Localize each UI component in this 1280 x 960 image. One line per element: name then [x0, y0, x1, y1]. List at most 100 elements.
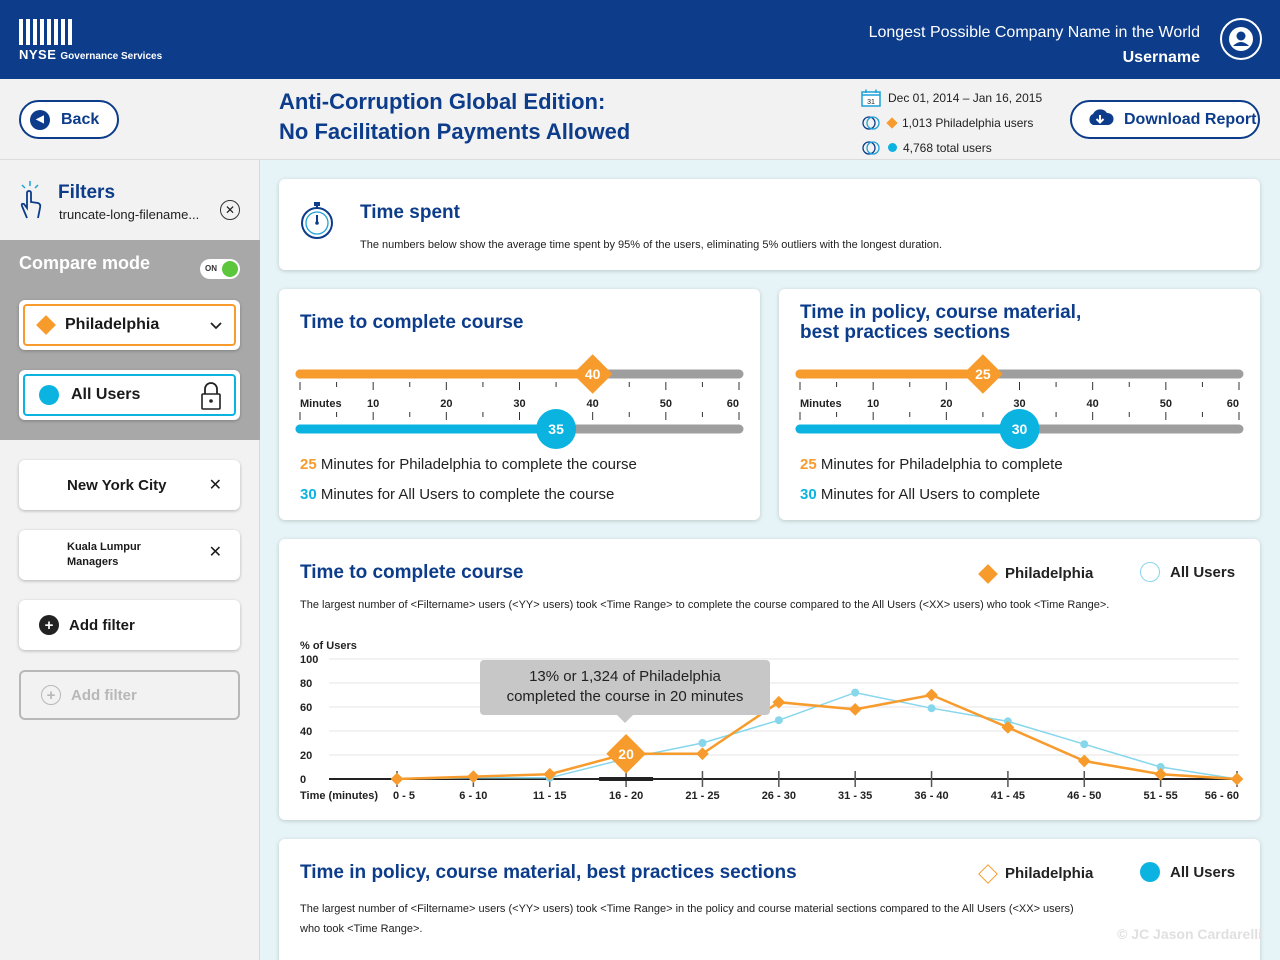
filter-card-kuala-lumpur[interactable]: Kuala Lumpur Managers ✕ — [19, 530, 240, 580]
download-label: Download Report — [1124, 110, 1257, 128]
all-result: 30 Minutes for All Users to complete — [800, 486, 1040, 503]
policy-description-line1: The largest number of <Filtername> users… — [300, 903, 1074, 915]
compare-mode-toggle[interactable]: ON — [200, 259, 240, 279]
legend-dot-icon — [1140, 862, 1160, 882]
back-button[interactable]: ◀ Back — [19, 100, 119, 139]
filters-filename: truncate-long-filename... — [59, 207, 200, 222]
remove-filter-close-icon[interactable]: ✕ — [208, 477, 222, 494]
philly-result-num: 25 — [800, 456, 817, 473]
filters-header: Filters truncate-long-filename... ✕ — [18, 180, 248, 230]
philadelphia-point — [696, 747, 709, 761]
all-users-point — [851, 688, 860, 697]
philadelphia-select-box: Philadelphia — [23, 304, 236, 346]
legend-diamond-outline-icon — [978, 863, 998, 884]
philadelphia-select[interactable]: Philadelphia — [19, 300, 240, 350]
clear-filters-close-icon[interactable]: ✕ — [220, 200, 240, 220]
plus-icon: + — [39, 615, 59, 635]
time-comparison-slider[interactable]: Minutes 10 20 30 40 50 60 25 30 — [779, 349, 1260, 459]
completion-chart-card: Time to complete course Philadelphia All… — [279, 539, 1260, 820]
legend-all-users[interactable]: All Users — [1140, 562, 1235, 582]
top-header: NYSE Governance Services Longest Possible… — [0, 0, 1280, 79]
philadelphia-select-label: Philadelphia — [65, 316, 160, 333]
y-tick-label: 20 — [300, 750, 312, 762]
logo-bars — [19, 19, 162, 45]
x-tick-label: 6 - 10 — [459, 790, 487, 802]
x-tick-label: 0 - 5 — [393, 790, 415, 802]
time-comparison-slider[interactable]: Minutes 10 20 30 40 50 60 40 35 — [279, 349, 760, 459]
filter-label: Kuala Lumpur Managers — [67, 540, 141, 570]
legend-label: All Users — [1170, 563, 1236, 581]
tooltip-line2: completed the course in 20 minutes — [506, 688, 744, 705]
x-tick-label: 11 - 15 — [533, 790, 567, 802]
add-filter-disabled-button[interactable]: + Add filter — [19, 670, 240, 720]
y-tick-label: 80 — [300, 678, 312, 690]
users-icon — [860, 138, 882, 158]
chart-card-description: The largest number of <Filtername> users… — [300, 599, 1110, 611]
filter-card-new-york-city[interactable]: New York City ✕ — [19, 460, 240, 510]
date-range-row: 31 Dec 01, 2014 – Jan 16, 2015 — [860, 85, 1042, 110]
policy-description-line2: who took <Time Range>. — [300, 923, 423, 935]
philly-handle-label: 25 — [975, 366, 991, 382]
chart-card-title: Time to complete course — [300, 562, 524, 583]
scale-tick-label: 10 — [367, 398, 379, 410]
policy-sections-card: Time in policy, course material, best pr… — [279, 839, 1260, 960]
x-tick-label: 36 - 40 — [914, 790, 948, 802]
course-meta: 31 Dec 01, 2014 – Jan 16, 2015 1,013 Phi… — [860, 85, 1042, 160]
chevron-down-icon — [210, 318, 222, 336]
philly-result: 25 Minutes for Philadelphia to complete — [800, 456, 1063, 473]
legend-philadelphia[interactable]: Philadelphia — [978, 563, 1093, 584]
add-filter-disabled-label: Add filter — [71, 686, 137, 704]
all-users-select-box: All Users — [23, 374, 236, 416]
card-title-line1: Time in policy, course material, — [800, 302, 1082, 323]
course-title-line1: Anti-Corruption Global Edition: — [279, 89, 606, 114]
scale-tick-label: 60 — [1227, 398, 1239, 410]
company-name: Longest Possible Company Name in the Wor… — [868, 24, 1200, 41]
add-filter-button[interactable]: + Add filter — [19, 600, 240, 650]
nyse-logo[interactable]: NYSE Governance Services — [19, 19, 162, 62]
legend-all-users[interactable]: All Users — [1140, 862, 1235, 882]
scale-axis-label: Minutes — [300, 398, 342, 410]
toggle-knob — [222, 261, 238, 277]
legend-philadelphia[interactable]: Philadelphia — [978, 863, 1094, 884]
logo-sub: Governance Services — [60, 51, 163, 62]
time-to-complete-card: Time to complete course Minutes 10 20 30 40 5… — [279, 289, 760, 520]
x-tick-label: 56 - 60 — [1205, 790, 1239, 802]
policy-card-title: Time in policy, course material, best pr… — [300, 862, 797, 883]
all-result-num: 30 — [800, 486, 817, 503]
philly-users: 1,013 Philadelphia users — [902, 115, 1034, 130]
y-tick-label: 0 — [300, 774, 306, 786]
x-axis-label: Time (minutes) — [300, 790, 378, 802]
remove-filter-close-icon[interactable]: ✕ — [208, 544, 222, 561]
scale-tick-label: 30 — [1013, 398, 1025, 410]
username[interactable]: Username — [1122, 49, 1200, 66]
add-filter-label: Add filter — [69, 616, 135, 634]
completion-line-chart: % of Users 100 80 60 40 20 0 Time (minutes) 0 - … — [300, 640, 1244, 802]
philly-result-text: Minutes for Philadelphia to complete the… — [316, 456, 637, 473]
scale-tick-label: 20 — [940, 398, 952, 410]
all-users-select[interactable]: All Users — [19, 370, 240, 420]
compare-mode-panel: Compare mode ON Philadelphia All Users — [0, 240, 260, 440]
back-label: Back — [61, 110, 100, 128]
back-arrow-icon: ◀ — [30, 109, 50, 130]
philly-result: 25 Minutes for Philadelphia to complete … — [300, 456, 637, 473]
filter-label-line2: Managers — [67, 556, 119, 568]
cloud-download-icon — [1086, 107, 1114, 132]
all-result: 30 Minutes for All Users to complete the… — [300, 486, 614, 503]
x-tick-label: 46 - 50 — [1067, 790, 1101, 802]
philly-result-text: Minutes for Philadelphia to complete — [816, 456, 1063, 473]
user-avatar-icon[interactable] — [1220, 18, 1262, 60]
all-users-dot-icon — [888, 143, 897, 152]
company-block: Longest Possible Company Name in the Wor… — [869, 20, 1200, 70]
card-title: Time to complete course — [300, 313, 524, 333]
legend-diamond-icon — [978, 563, 998, 584]
all-users-point — [774, 716, 783, 725]
philadelphia-point — [848, 703, 862, 716]
download-report-button[interactable]: Download Report — [1070, 100, 1260, 139]
filters-title: Filters — [58, 182, 116, 203]
philly-result-num: 25 — [300, 456, 317, 473]
users-icon — [860, 113, 882, 133]
calendar-day: 31 — [867, 99, 875, 106]
legend-label: Philadelphia — [1005, 865, 1094, 882]
filter-label-line1: Kuala Lumpur — [67, 541, 141, 553]
scale-tick-label: 40 — [587, 398, 599, 410]
